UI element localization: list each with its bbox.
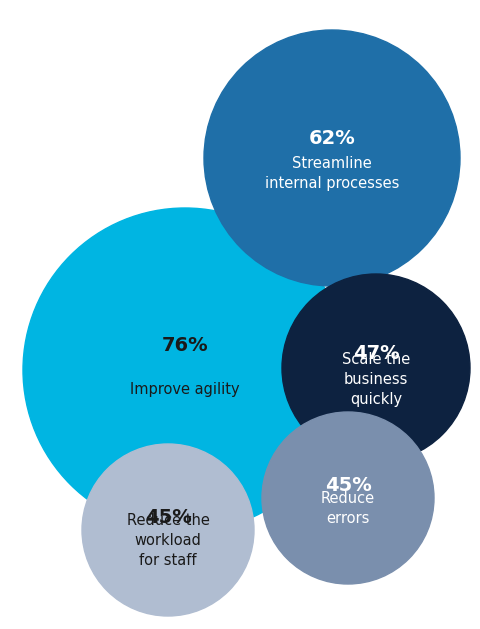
Text: 45%: 45% — [324, 476, 371, 494]
Text: Reduce
errors: Reduce errors — [320, 491, 374, 526]
Circle shape — [23, 208, 346, 532]
Text: 47%: 47% — [352, 345, 398, 364]
Circle shape — [281, 274, 469, 462]
Text: 76%: 76% — [161, 336, 208, 355]
Circle shape — [204, 30, 459, 286]
Text: Streamline
internal processes: Streamline internal processes — [264, 156, 398, 191]
Text: Improve agility: Improve agility — [130, 382, 240, 397]
Circle shape — [82, 444, 253, 616]
Text: 62%: 62% — [308, 130, 355, 148]
Text: Scale the
business
quickly: Scale the business quickly — [341, 352, 409, 406]
Circle shape — [262, 412, 433, 584]
Text: Reduce the
workload
for staff: Reduce the workload for staff — [126, 513, 209, 567]
Text: 45%: 45% — [144, 508, 191, 526]
